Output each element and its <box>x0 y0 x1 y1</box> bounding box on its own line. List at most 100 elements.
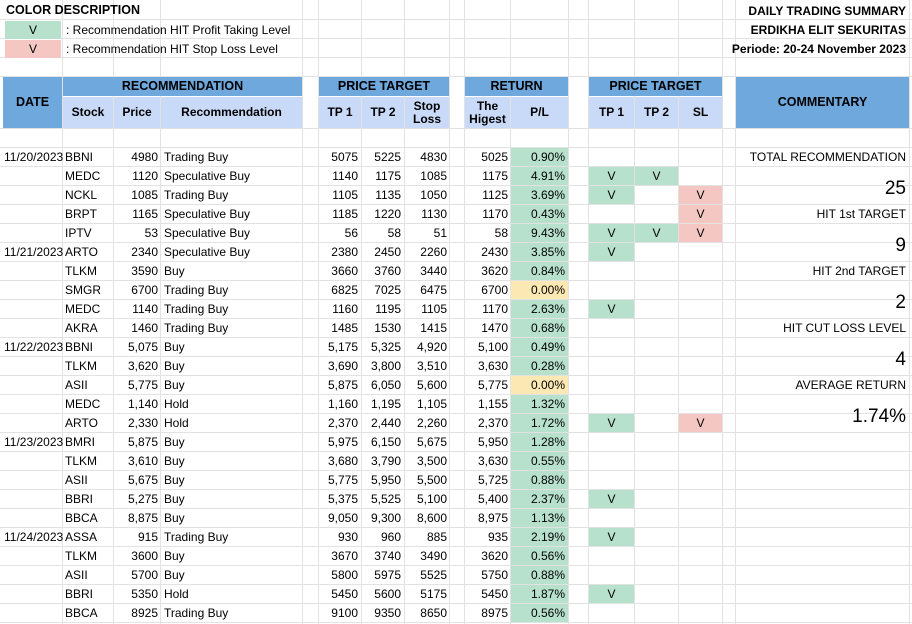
tp2-cell: 5,325 <box>370 340 401 354</box>
hit-sl-cell <box>679 319 722 337</box>
grid-row-line <box>0 432 912 433</box>
grid-column-line <box>302 0 303 624</box>
grid-row-line <box>0 242 912 243</box>
hit-sl-cell: V <box>679 224 722 242</box>
grid-column-line <box>735 0 736 624</box>
hit-second-target-label: HIT 2nd TARGET <box>812 264 906 278</box>
date-cell <box>4 452 64 470</box>
date-cell <box>4 205 64 223</box>
grid-column-line <box>361 0 362 624</box>
hit-tp1-cell <box>589 547 634 565</box>
highest-cell: 3,630 <box>477 359 508 373</box>
tp1-cell: 1105 <box>332 188 358 202</box>
price-cell: 5350 <box>131 587 158 601</box>
tp2-cell: 1175 <box>375 169 401 183</box>
hit-tp2-cell <box>635 281 678 299</box>
grid-row-line <box>0 147 912 148</box>
hit-tp1-cell <box>589 452 634 470</box>
recommendation-cell: Buy <box>164 435 185 449</box>
tp1-cell: 5,175 <box>327 340 358 354</box>
price-cell: 3600 <box>131 549 158 563</box>
stop-loss-cell: 3,500 <box>416 454 447 468</box>
highest-cell: 1170 <box>482 302 508 316</box>
price-cell: 5,775 <box>127 378 158 392</box>
hit-tp1-cell: V <box>589 300 634 318</box>
date-cell <box>4 509 64 527</box>
pl-cell: 1.87% <box>511 585 568 603</box>
hit-sl-cell <box>679 338 722 356</box>
hit-tp2-cell <box>635 433 678 451</box>
stop-loss-cell: 1130 <box>421 207 447 221</box>
recommendation-cell: Trading Buy <box>164 188 229 202</box>
hit-sl-cell <box>679 300 722 318</box>
hit-tp1-cell <box>589 148 634 166</box>
pl-cell: 0.28% <box>511 357 568 375</box>
date-cell <box>4 262 64 280</box>
stock-cell: NCKL <box>65 188 98 202</box>
highest-cell: 5,400 <box>477 492 508 506</box>
hit-tp2-cell <box>635 148 678 166</box>
tp1-cell: 5,875 <box>327 378 358 392</box>
tp2-cell: 1220 <box>374 207 401 221</box>
hit-tp2-cell <box>635 604 678 622</box>
hit-tp1-cell: V <box>589 243 634 261</box>
recommendation-cell: Speculative Buy <box>164 169 251 183</box>
stop-loss-cell: 51 <box>433 226 447 240</box>
highest-cell: 58 <box>494 226 508 240</box>
header-hit-tp2: TP 2 <box>635 97 678 128</box>
grid-row-line <box>0 413 912 414</box>
pl-cell: 3.69% <box>511 186 568 204</box>
stock-cell: MEDC <box>65 169 101 183</box>
hit-sl-cell <box>679 604 722 622</box>
recommendation-cell: Trading Buy <box>164 606 229 620</box>
stock-cell: ARTO <box>65 245 98 259</box>
pl-cell: 1.13% <box>511 509 568 527</box>
hit-tp1-cell <box>589 395 634 413</box>
tp1-cell: 2380 <box>331 245 358 259</box>
hit-tp1-cell <box>589 376 634 394</box>
stock-cell: MEDC <box>65 302 101 316</box>
tp1-cell: 930 <box>337 530 358 544</box>
price-cell: 6700 <box>131 283 158 297</box>
pl-cell: 0.56% <box>511 604 568 622</box>
recommendation-cell: Speculative Buy <box>164 207 251 221</box>
tp2-cell: 9350 <box>374 606 401 620</box>
tp1-cell: 5075 <box>331 150 358 164</box>
hit-tp2-cell <box>635 585 678 603</box>
stock-cell: BMRI <box>65 435 95 449</box>
price-cell: 5,275 <box>127 492 158 506</box>
grid-row-line <box>0 508 912 509</box>
stop-loss-cell: 5,600 <box>416 378 447 392</box>
header-pl: P/L <box>511 97 568 128</box>
hit-tp1-cell: V <box>589 528 634 546</box>
hit-tp1-cell: V <box>589 585 634 603</box>
recommendation-cell: Hold <box>164 416 189 430</box>
hit-tp2-cell: V <box>635 224 678 242</box>
stop-loss-cell: 8650 <box>420 606 447 620</box>
tp1-cell: 1140 <box>332 169 358 183</box>
hit-tp2-cell <box>635 528 678 546</box>
price-cell: 5700 <box>131 568 158 582</box>
stock-cell: SMGR <box>65 283 101 297</box>
recommendation-cell: Buy <box>164 492 185 506</box>
date-cell <box>4 414 64 432</box>
highest-cell: 8,975 <box>477 511 508 525</box>
recommendation-cell: Buy <box>164 264 185 278</box>
hit-sl-cell <box>679 528 722 546</box>
hit-sl-cell <box>679 433 722 451</box>
date-cell <box>4 604 64 622</box>
price-cell: 5,675 <box>127 473 158 487</box>
tp2-cell: 5600 <box>374 587 401 601</box>
total-recommendation-label: TOTAL RECOMMENDATION <box>749 150 906 164</box>
stop-loss-cell: 5525 <box>420 568 447 582</box>
tp1-cell: 5,375 <box>327 492 358 506</box>
tp1-cell: 5450 <box>331 587 358 601</box>
date-cell <box>4 300 64 318</box>
pl-cell: 0.55% <box>511 452 568 470</box>
grid-row-line <box>0 546 912 547</box>
hit-first-target-value: 9 <box>895 235 906 256</box>
report-title: DAILY TRADING SUMMARY <box>748 4 906 18</box>
hit-sl-cell <box>679 585 722 603</box>
hit-sl-cell: V <box>679 186 722 204</box>
stop-loss-cell: 8,600 <box>416 511 447 525</box>
